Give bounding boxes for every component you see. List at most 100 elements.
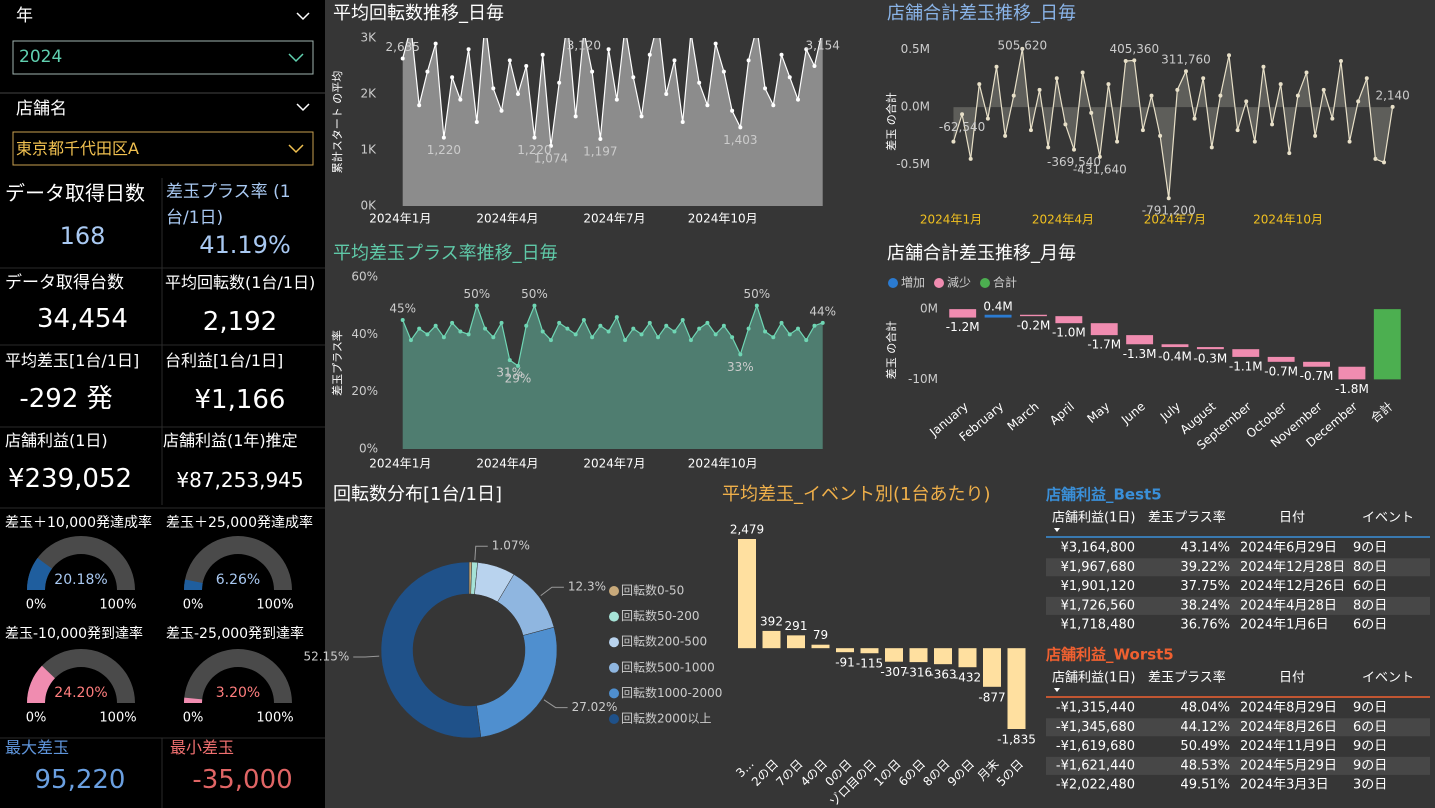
point (705, 320, 710, 325)
gauge-track (27, 536, 135, 590)
point (697, 326, 702, 331)
point (1338, 59, 1343, 64)
bar (909, 648, 928, 663)
data-label: -431,640 (1073, 162, 1127, 176)
point (1080, 70, 1085, 75)
point (565, 19, 569, 23)
data-label: -1.7M (1087, 338, 1121, 352)
point (408, 338, 413, 343)
bar (984, 314, 1012, 318)
filter-label: 年 (16, 6, 33, 26)
filter-value[interactable]: 東京都千代田区A (16, 139, 139, 158)
gauge-value: 20.18% (54, 572, 107, 588)
table-header: 店舗利益(1日) (1052, 511, 1135, 526)
x-tick-label: 2024年7月 (1144, 213, 1206, 227)
chart-title: 店舗合計差玉推移_日毎 (887, 3, 1076, 24)
point (713, 41, 718, 46)
table-cell: ¥1,726,560 (1061, 598, 1135, 613)
point (1278, 82, 1283, 87)
chevron[interactable] (296, 103, 310, 112)
table-cell: 9の日 (1353, 758, 1387, 773)
point (1063, 122, 1068, 127)
bar (1303, 361, 1330, 367)
bar (983, 648, 1001, 687)
data-label: -1.0M (1052, 326, 1086, 340)
point (614, 315, 619, 320)
chevron[interactable] (288, 144, 304, 154)
point (417, 103, 422, 108)
kpi-value: 95,220 (34, 765, 126, 795)
bar (1055, 316, 1083, 324)
point (812, 64, 817, 68)
table-cell: 2024年4月28日 (1240, 598, 1337, 613)
point (821, 27, 825, 31)
row-bg (1046, 596, 1430, 615)
data-label: 50% (521, 287, 548, 301)
point (985, 116, 990, 121)
x-tick-label: 2024年10月 (688, 212, 758, 226)
x-tick-label: 5の日 (994, 757, 1026, 789)
point (730, 108, 735, 113)
point (1235, 128, 1240, 133)
legend-label: 増加 (901, 276, 925, 290)
point (968, 156, 973, 161)
point (689, 30, 693, 34)
table-cell: 3の日 (1353, 778, 1387, 793)
point (1149, 93, 1154, 98)
chart-title: 平均差玉プラス率推移_日毎 (333, 243, 558, 264)
table-title: 店舗利益_Worst5 (1046, 646, 1174, 664)
point (754, 303, 759, 308)
store-dropdown[interactable] (12, 131, 314, 166)
gauge-value: 6.26% (216, 572, 260, 588)
data-label: 1,197 (583, 144, 617, 158)
y-tick-label: 0.5M (901, 42, 930, 56)
point (1270, 122, 1275, 127)
table-cell: 49.51% (1180, 778, 1230, 793)
data-label: 50% (463, 287, 490, 301)
kpi-value: ¥239,052 (7, 464, 133, 494)
x-tick-label: 2の日 (749, 757, 781, 789)
area (402, 38, 823, 206)
kpi-label: データ取得日数 (5, 181, 145, 205)
point (730, 335, 735, 340)
data-label: 3,120 (567, 39, 601, 53)
x-tick-label: 2024年1月 (369, 457, 431, 471)
year-dropdown[interactable] (12, 40, 314, 75)
data-label: 2,635 (386, 40, 420, 54)
x-tick-label: July (1157, 399, 1183, 424)
point (458, 329, 463, 334)
point (763, 86, 768, 91)
point (1183, 69, 1188, 74)
table-cell: -¥1,345,680 (1056, 720, 1135, 735)
leader-line (474, 545, 488, 561)
point (590, 335, 595, 340)
filter-value[interactable]: 2024 (19, 47, 63, 67)
point (1330, 116, 1335, 121)
x-tick-label: 2024年4月 (476, 212, 538, 226)
chevron[interactable] (296, 12, 310, 21)
table-cell: 2024年1月6日 (1240, 618, 1329, 633)
data-label: -1.8M (1335, 382, 1369, 396)
data-label: -1.2M (946, 320, 980, 334)
gauge-min: 0% (26, 598, 47, 613)
data-label: 1,074 (534, 151, 568, 165)
x-tick-label: 2024年4月 (1032, 213, 1094, 227)
x-tick-label: 合計 (1367, 398, 1395, 425)
point (812, 323, 817, 328)
y-tick-label: 0.0M (901, 100, 930, 114)
bar (958, 648, 977, 668)
filter-label: 店舗名 (16, 99, 67, 119)
x-tick-label: 2024年10月 (688, 457, 758, 471)
area (953, 48, 1393, 199)
x-tick-label: 2024年7月 (583, 457, 645, 471)
point (548, 338, 553, 343)
kpi-value: 168 (59, 222, 106, 250)
point (573, 114, 578, 119)
point (746, 58, 751, 63)
kpi-label: データ取得台数 (5, 273, 124, 293)
table-cell: 2024年11月9日 (1240, 739, 1337, 754)
chevron[interactable] (288, 53, 304, 63)
point (1382, 160, 1387, 165)
bar (811, 644, 830, 649)
table-cell: 8の日 (1353, 598, 1387, 613)
